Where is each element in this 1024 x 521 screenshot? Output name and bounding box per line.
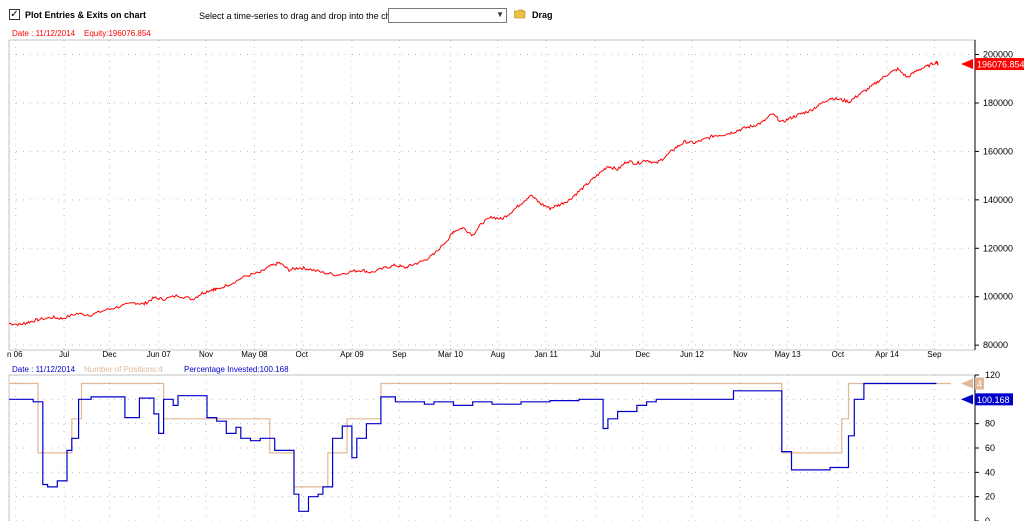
invested-y-tick-label: 0 <box>985 516 990 521</box>
x-tick-label: Jan 11 <box>534 350 558 359</box>
invested-last-value-label: 100.168 <box>977 395 1010 405</box>
x-tick-label: Sep <box>927 350 942 359</box>
chevron-down-icon[interactable]: ▼ <box>496 10 504 19</box>
x-tick-label: Dec <box>102 350 116 359</box>
equity-date-label: Date : 11/12/2014 <box>12 29 76 38</box>
x-tick-label: May 13 <box>774 350 801 359</box>
equity-y-tick-label: 100000 <box>983 292 1013 302</box>
equity-plot-area <box>8 39 976 351</box>
positions-last-value-box <box>975 377 984 390</box>
invested-y-tick-label: 60 <box>985 443 995 453</box>
timeseries-dropdown[interactable]: ▼ <box>388 8 507 23</box>
invested-last-value-box <box>975 393 1013 406</box>
x-tick-label: May 08 <box>241 350 268 359</box>
x-tick-label: Jul <box>59 350 69 359</box>
equity-y-tick-label: 140000 <box>983 195 1013 205</box>
equity-last-value-label: 196076.854 <box>977 60 1024 70</box>
x-tick-label: Apr 09 <box>340 350 364 359</box>
invested-y-tick-label: 20 <box>985 492 995 502</box>
drag-button[interactable]: Drag <box>532 10 553 20</box>
equity-last-value-arrow <box>961 59 973 70</box>
x-tick-label: Dec <box>636 350 650 359</box>
percentage-invested-label: Percentage Invested:100.168 <box>184 365 289 374</box>
x-tick-label: Jun 07 <box>147 350 172 359</box>
equity-y-tick-label: 200000 <box>983 50 1013 60</box>
positions-last-value-label: 4 <box>977 379 982 389</box>
equity-y-tick-label: 80000 <box>983 340 1008 350</box>
x-tick-label: Mar 10 <box>438 350 463 359</box>
equity-series-line <box>8 60 939 327</box>
x-tick-label: Sep <box>392 350 407 359</box>
positions-series-line <box>9 382 951 488</box>
folder-icon[interactable] <box>514 9 526 19</box>
positions-last-value-arrow <box>961 378 973 389</box>
x-tick-label: Oct <box>832 350 845 359</box>
invested-last-value-arrow <box>961 394 973 405</box>
positions-count-label: Number of Positions:4 <box>84 365 163 374</box>
invested-series-line <box>9 382 937 512</box>
plot-entries-checkbox[interactable]: ✓ <box>9 9 20 20</box>
invested-chart: 0204060801001204100.168 <box>8 370 1013 521</box>
equity-y-tick-label: 120000 <box>983 243 1013 253</box>
equity-value-label: Equity:196076.854 <box>84 29 151 38</box>
x-tick-label: Nov <box>733 350 747 359</box>
invested-y-tick-label: 80 <box>985 419 995 429</box>
x-tick-label: Apr 14 <box>875 350 899 359</box>
equity-y-tick-label: 160000 <box>983 146 1013 156</box>
x-tick-label: Aug <box>491 350 505 359</box>
plot-entries-label: Plot Entries & Exits on chart <box>25 10 147 20</box>
x-tick-label: Oct <box>295 350 308 359</box>
equity-last-value-box <box>975 58 1024 71</box>
timeseries-select-label: Select a time-series to drag and drop in… <box>199 11 407 21</box>
x-tick-label: n 06 <box>7 350 23 359</box>
x-tick-label: Jun 12 <box>680 350 705 359</box>
equity-chart: 80000 100000 120000 140000 160000 180000 20000… <box>7 39 1024 359</box>
x-tick-label: Jul <box>590 350 600 359</box>
invested-y-tick-label: 120 <box>985 370 1000 380</box>
equity-y-tick-label: 180000 <box>983 98 1013 108</box>
toolbar: ✓ Plot Entries & Exits on chart Select a… <box>0 0 1024 30</box>
invested-y-tick-label: 40 <box>985 467 995 477</box>
x-tick-label: Nov <box>199 350 213 359</box>
invested-date-label: Date : 11/12/2014 <box>12 365 76 374</box>
